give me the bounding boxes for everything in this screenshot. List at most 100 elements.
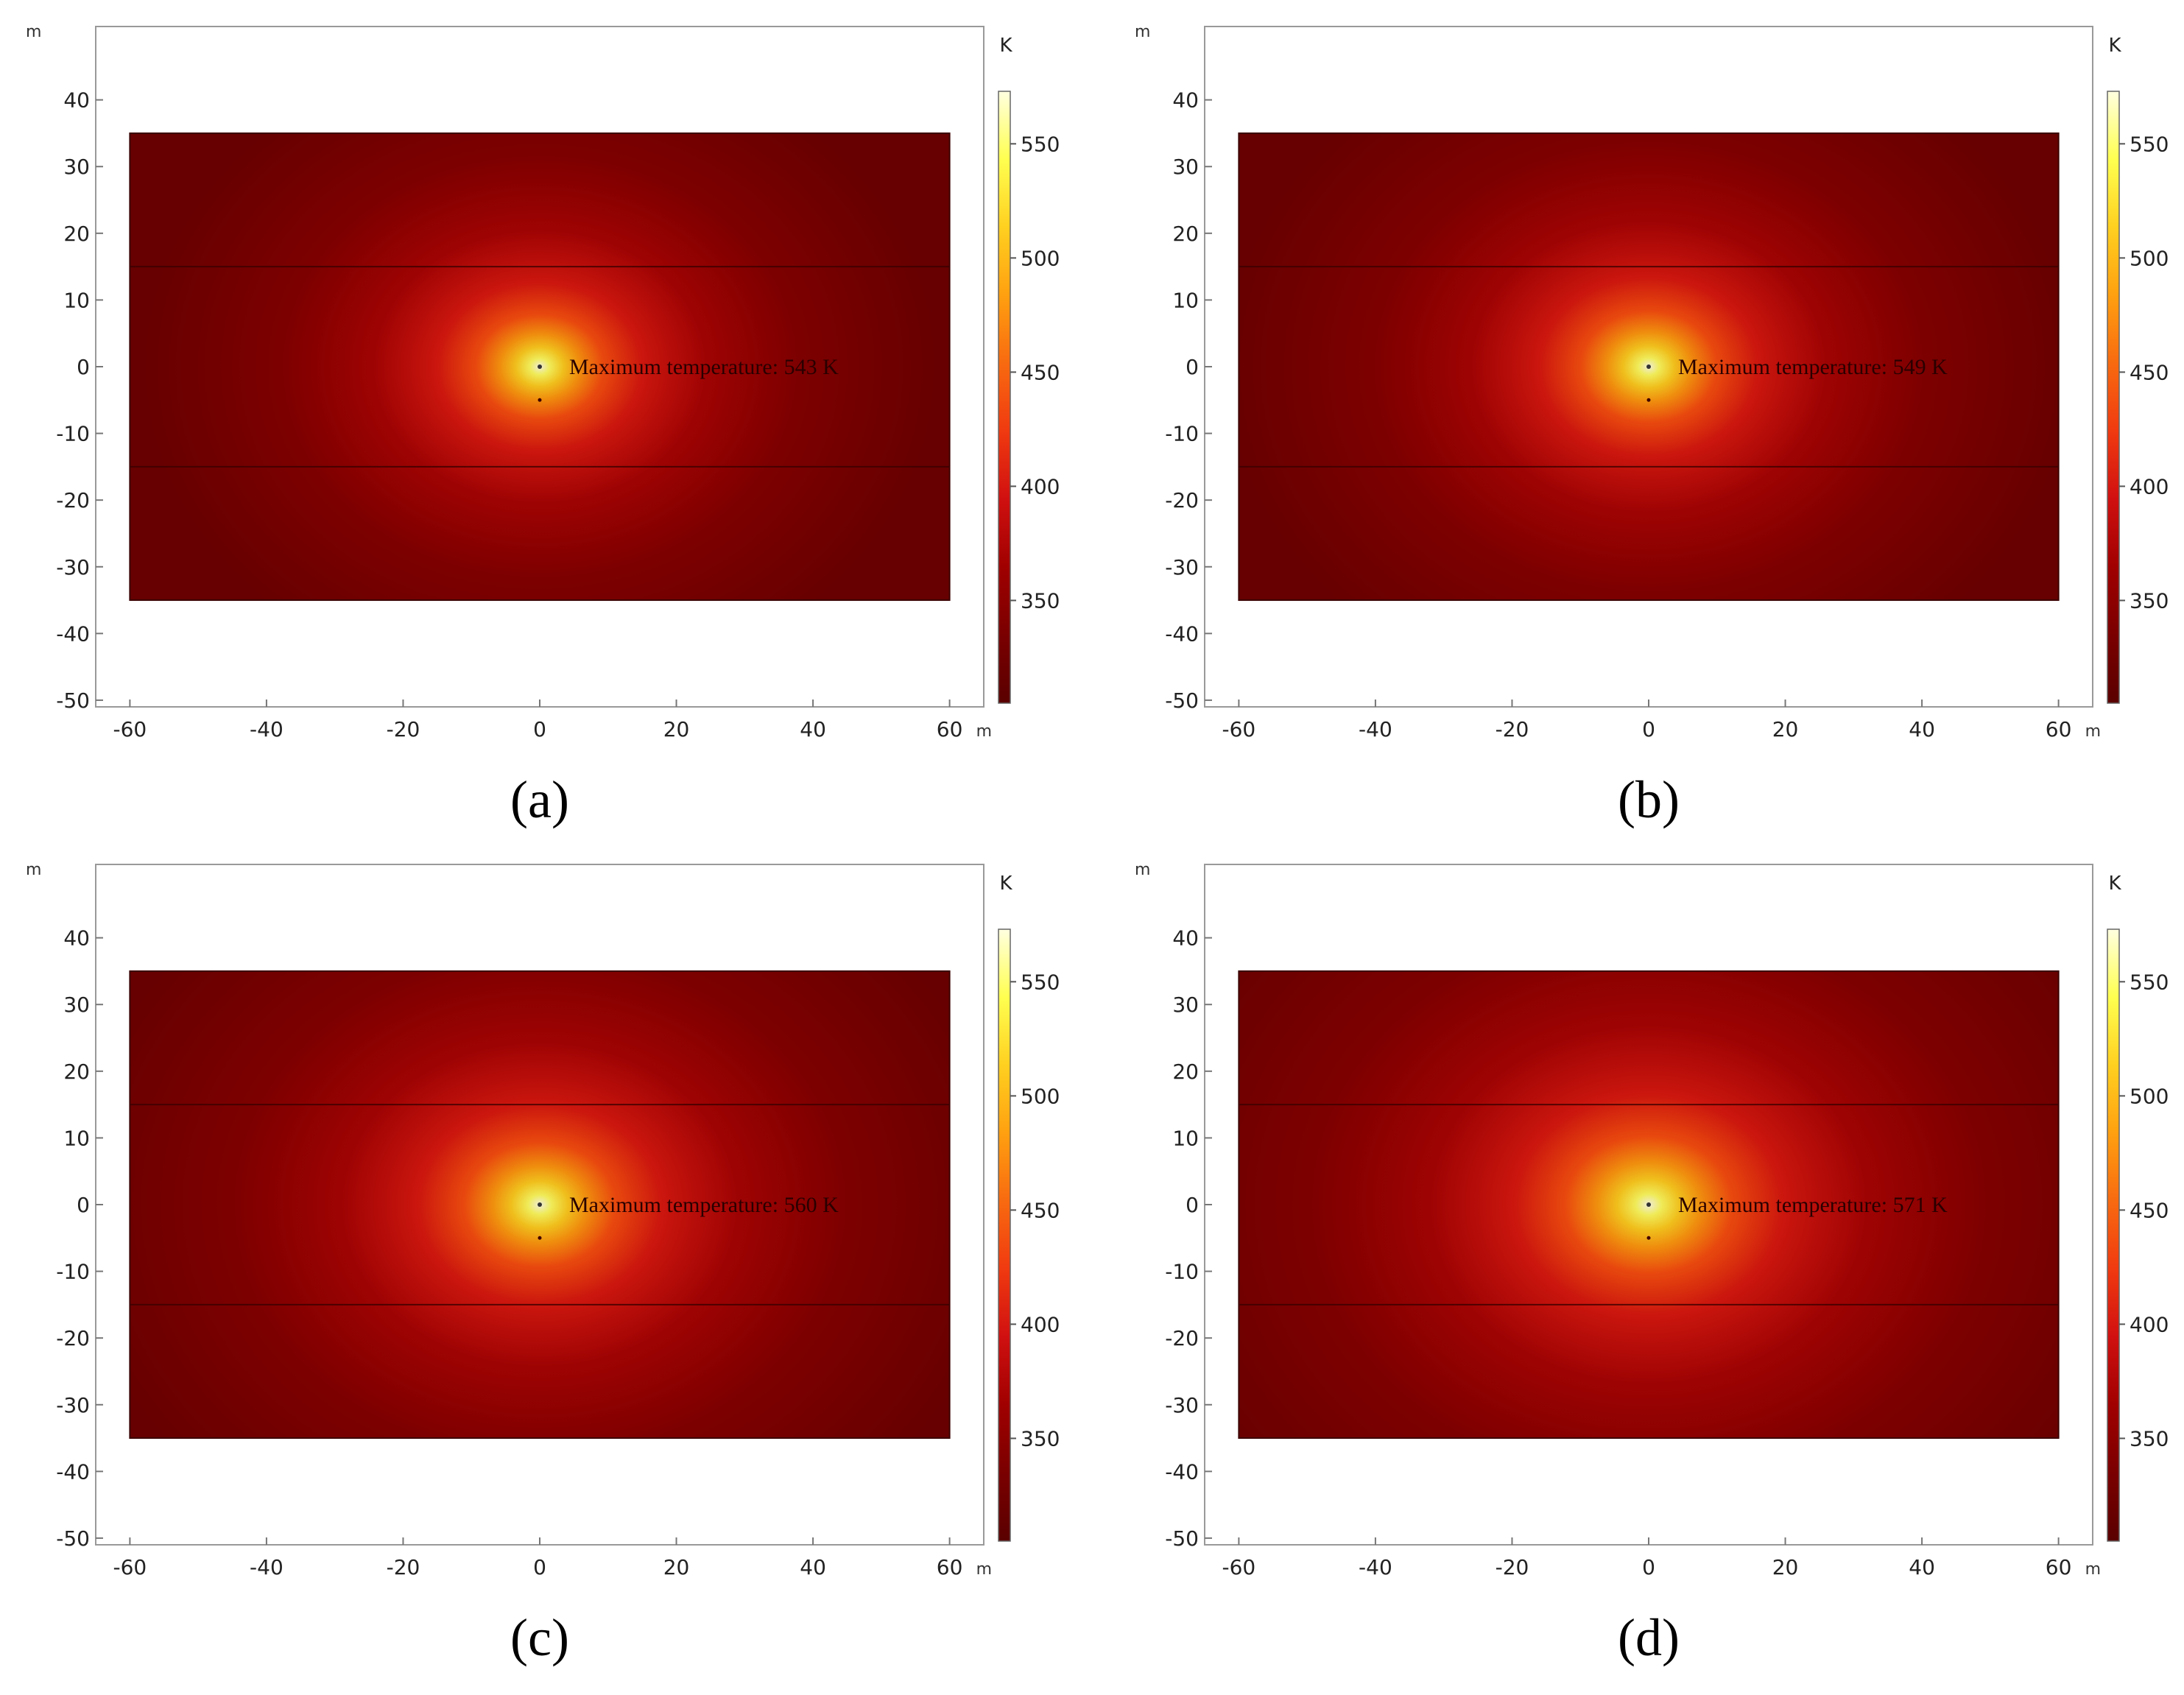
x-tick-label: 40 — [1909, 1555, 1935, 1579]
colorbar-tick-label: 500 — [1021, 246, 1060, 270]
colorbar — [2107, 928, 2120, 1542]
panel-caption: (b) — [1618, 770, 1680, 829]
x-tick-label: -20 — [1496, 1555, 1529, 1579]
x-axis-unit: m — [2085, 722, 2101, 741]
y-tick-label: -20 — [1165, 1326, 1199, 1350]
x-tick-label: 20 — [1772, 717, 1799, 741]
y-tick-label: 0 — [77, 355, 90, 379]
x-tick-label: 0 — [533, 1555, 546, 1579]
x-tick-label: 20 — [663, 1555, 690, 1579]
y-tick-label: -50 — [1165, 1526, 1199, 1551]
y-tick-label: 40 — [63, 88, 90, 113]
colorbar-tick-label: 550 — [2130, 970, 2169, 994]
colorbar-unit: K — [2108, 35, 2121, 57]
heatmap-plot: Maximum temperature: 571 K m 40 30 20 10 0 -10 -… — [1135, 861, 2169, 1579]
y-tick-label: 10 — [63, 1126, 90, 1150]
colorbar — [998, 928, 1011, 1542]
x-axis-unit: m — [976, 1560, 992, 1579]
colorbar-tick-label: 400 — [2130, 474, 2169, 498]
x-tick-label: 40 — [800, 1555, 826, 1579]
y-tick-label: -10 — [56, 422, 90, 446]
y-tick-label: 10 — [1172, 288, 1199, 312]
colorbar-tick-label: 400 — [2130, 1312, 2169, 1336]
colorbar-tick-label: 450 — [1021, 1198, 1060, 1222]
y-tick-label: -20 — [1165, 488, 1199, 512]
heatmap-plot: Maximum temperature: 560 K m 40 30 20 10 0 -10 -… — [26, 861, 1060, 1579]
x-tick-label: 20 — [663, 717, 690, 741]
x-tick-label: 0 — [1642, 1555, 1655, 1579]
colorbar — [2107, 91, 2120, 704]
domain-boundary — [129, 970, 951, 1439]
y-axis-unit: m — [26, 861, 41, 879]
colorbar-unit: K — [999, 873, 1012, 895]
y-tick-label: -20 — [56, 488, 90, 512]
y-tick-label: -10 — [1165, 422, 1199, 446]
y-tick-label: 10 — [1172, 1126, 1199, 1150]
heatmap-plot: Maximum temperature: 549 K m 40 30 20 10 0 -10 -… — [1135, 23, 2169, 741]
y-tick-label: 30 — [63, 993, 90, 1017]
y-tick-label: 0 — [77, 1193, 90, 1217]
colorbar-tick-label: 400 — [1021, 1312, 1060, 1336]
chart-panel-b: Maximum temperature: 549 K m 40 30 20 10 0 -10 -… — [1109, 0, 2184, 848]
y-tick-label: 0 — [1186, 1193, 1199, 1217]
heat-source-point — [538, 1202, 542, 1207]
y-tick-label: 30 — [63, 155, 90, 179]
colorbar-tick-label: 450 — [2130, 360, 2169, 384]
lower-point — [1646, 1236, 1651, 1240]
colorbar-tick-label: 500 — [2130, 1084, 2169, 1108]
y-tick-label: -40 — [1165, 1459, 1199, 1484]
y-tick-label: 20 — [1172, 222, 1199, 246]
y-tick-label: -30 — [1165, 1393, 1199, 1417]
x-tick-label: -60 — [113, 717, 147, 741]
x-axis-unit: m — [2085, 1560, 2101, 1579]
colorbar-unit: K — [2108, 873, 2121, 895]
x-tick-label: -40 — [250, 717, 283, 741]
colorbar-tick-label: 350 — [2130, 588, 2169, 613]
colorbar — [998, 91, 1011, 704]
y-tick-label: 30 — [1172, 155, 1199, 179]
y-tick-label: 30 — [1172, 993, 1199, 1017]
max-temperature-annotation: Maximum temperature: 560 K — [569, 1193, 839, 1217]
y-tick-label: -50 — [56, 1526, 90, 1551]
x-tick-label: 40 — [800, 717, 826, 741]
y-tick-label: -40 — [56, 621, 90, 646]
heatmap-plot: Maximum temperature: 543 K m 40 30 20 10 0 -10 -… — [26, 23, 1060, 741]
y-axis-unit: m — [26, 23, 41, 41]
domain-boundary — [1238, 970, 2060, 1439]
x-tick-label: 60 — [2046, 1555, 2072, 1579]
colorbar-tick-label: 400 — [1021, 474, 1060, 498]
y-tick-label: 20 — [63, 1060, 90, 1084]
y-tick-label: -40 — [1165, 621, 1199, 646]
panel-caption: (c) — [510, 1608, 569, 1667]
x-tick-label: -20 — [1496, 717, 1529, 741]
chart-panel-d: Maximum temperature: 571 K m 40 30 20 10 0 -10 -… — [1109, 838, 2184, 1685]
y-tick-label: -50 — [56, 688, 90, 713]
x-tick-label: -20 — [387, 1555, 420, 1579]
y-axis-unit: m — [1135, 23, 1150, 41]
y-tick-label: 20 — [63, 222, 90, 246]
colorbar-unit: K — [999, 35, 1012, 57]
x-tick-label: 60 — [2046, 717, 2072, 741]
x-axis-unit: m — [976, 722, 992, 741]
x-tick-label: -60 — [1222, 717, 1256, 741]
domain-boundary — [1238, 132, 2060, 602]
colorbar-tick-label: 550 — [1021, 970, 1060, 994]
colorbar-tick-label: 350 — [1021, 1426, 1060, 1451]
y-tick-label: 0 — [1186, 355, 1199, 379]
x-tick-label: 60 — [937, 717, 963, 741]
y-tick-label: 40 — [63, 926, 90, 951]
max-temperature-annotation: Maximum temperature: 543 K — [569, 355, 839, 379]
colorbar-tick-label: 500 — [1021, 1084, 1060, 1108]
colorbar-tick-label: 550 — [1021, 132, 1060, 156]
x-tick-label: 0 — [533, 717, 546, 741]
heat-source-point — [1646, 1202, 1651, 1207]
x-tick-label: 60 — [937, 1555, 963, 1579]
panel-caption: (a) — [510, 770, 569, 829]
lower-point — [538, 398, 542, 402]
x-tick-label: -60 — [113, 1555, 147, 1579]
x-tick-label: -40 — [1359, 717, 1392, 741]
lower-point — [1646, 398, 1651, 402]
colorbar-tick-label: 350 — [1021, 588, 1060, 613]
max-temperature-annotation: Maximum temperature: 571 K — [1678, 1193, 1948, 1217]
